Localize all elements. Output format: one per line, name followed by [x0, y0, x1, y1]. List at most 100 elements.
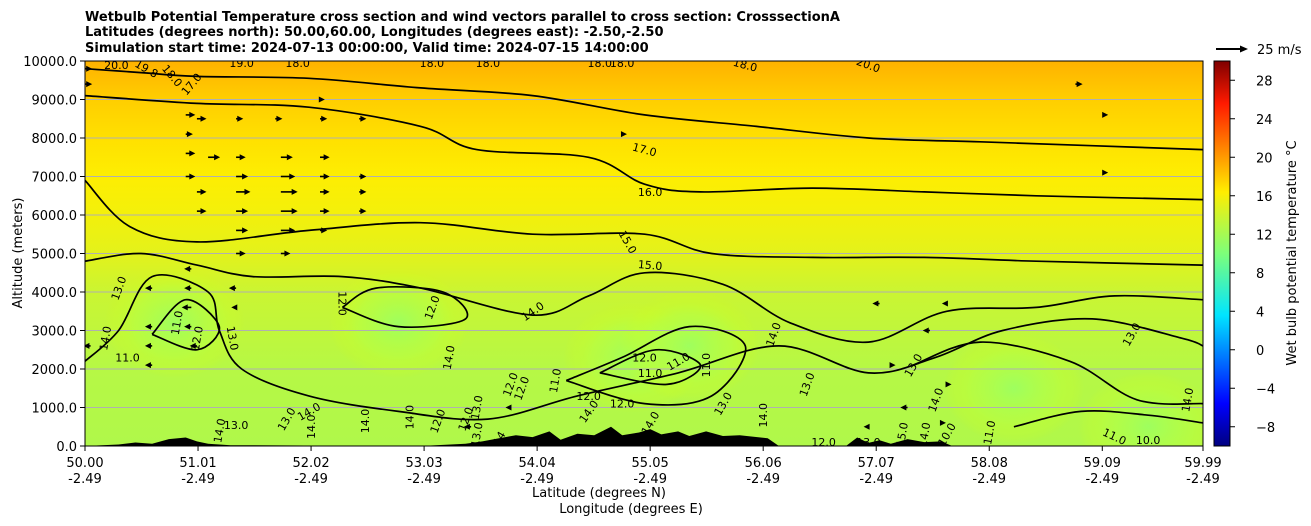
x-tick-label-lat: 56.06 — [745, 456, 782, 471]
x-axis-label-longitude: Longitude (degrees E) — [559, 502, 703, 517]
contour-label: 14.0 — [757, 403, 770, 428]
chart-title-line-2: Latitudes (degrees north): 50.00,60.00, … — [85, 25, 664, 40]
x-tick-label-lon: -2.49 — [294, 472, 328, 487]
cool-pocket — [619, 290, 760, 401]
x-tick-label-lon: -2.49 — [68, 472, 102, 487]
x-tick-label-lon: -2.49 — [1186, 472, 1220, 487]
contour-label: 15.0 — [637, 258, 663, 273]
contour-label: 20.0 — [104, 59, 129, 72]
contour-label: 11.0 — [638, 367, 663, 380]
contour-label: 13.0 — [469, 421, 486, 447]
x-tick-label-lon: -2.49 — [859, 472, 893, 487]
wind-vector — [280, 208, 298, 215]
y-axis-ticks: 0.0 1000.0 2000.0 3000.0 4000.0 5000.0 6000.0 7… — [23, 55, 85, 455]
wind-vector — [320, 154, 330, 161]
wind-vector — [463, 423, 472, 430]
colorbar-tick-label: 20 — [1256, 151, 1273, 166]
wind-key: 25 m/s — [1216, 43, 1302, 58]
wind-key-arrow-head — [1240, 45, 1248, 53]
contour-label: 18.0 — [588, 57, 613, 70]
x-tick-label-lat: 59.99 — [1184, 456, 1221, 471]
wind-vector — [208, 154, 221, 161]
wind-vector — [85, 342, 91, 349]
y-tick-label: 6000.0 — [32, 209, 78, 224]
contour-label: 18.0 — [476, 57, 501, 70]
plot-area: 20.0 19.818.017.019.0 18.0 18.0 18.0 18.018.0… — [85, 57, 1203, 447]
wind-vector — [620, 131, 627, 138]
x-tick-label-lat: 58.08 — [971, 456, 1008, 471]
x-tick-label-lat: 51.01 — [179, 456, 216, 471]
contour-label: 14.0 — [1179, 387, 1196, 413]
wind-vector — [505, 404, 512, 411]
contour-line-16.0 — [85, 94, 1203, 201]
contour-label: 16.0 — [638, 186, 663, 199]
wind-vector — [275, 115, 283, 122]
x-tick-label-lon: -2.49 — [181, 472, 215, 487]
y-tick-label: 7000.0 — [32, 171, 78, 186]
wind-vector — [236, 115, 244, 122]
wind-vector — [185, 150, 196, 157]
contour-label: 12.0 — [632, 351, 657, 364]
wind-vector — [280, 188, 298, 195]
contour-line-17.0 — [85, 67, 1203, 151]
wind-vector — [185, 173, 196, 180]
wind-vector — [320, 173, 330, 180]
wind-vector — [1075, 81, 1083, 88]
contour-label: 17.0 — [631, 141, 658, 160]
contour-label: 12.0 — [189, 325, 206, 351]
cool-pocket — [328, 267, 469, 378]
colorbar-tick-label: 28 — [1256, 74, 1273, 89]
x-tick-label-lon: -2.49 — [972, 472, 1006, 487]
contour-label: 11.0 — [547, 367, 564, 393]
x-tick-label-lon: -2.49 — [407, 472, 441, 487]
contour-label: 13.0 — [469, 394, 486, 420]
y-axis-label: Altitude (meters) — [11, 198, 26, 309]
wind-vector — [236, 154, 246, 161]
contour-line-11.0 — [151, 298, 221, 351]
wind-vector — [85, 65, 93, 72]
colorbar-tick-label: −8 — [1256, 421, 1275, 436]
contour-label: 15.0 — [894, 421, 911, 447]
y-tick-label: 4000.0 — [32, 286, 78, 301]
contour-label: 11.0 — [981, 419, 998, 445]
contour-label: 14.0 — [404, 405, 417, 430]
wind-vector — [196, 188, 207, 195]
wind-vector — [85, 81, 93, 88]
contour-label: 14.0 — [916, 421, 933, 447]
terrain-silhouette — [85, 426, 1203, 446]
y-tick-label: 9000.0 — [32, 94, 78, 109]
wind-vector — [144, 285, 153, 292]
x-tick-label-lon: -2.49 — [1085, 472, 1119, 487]
wind-vector — [320, 115, 328, 122]
wind-vector — [280, 250, 291, 257]
contour-label: 14.0 — [359, 409, 372, 434]
cool-pocket — [1078, 371, 1203, 446]
contour-label: 11.0 — [169, 310, 186, 336]
wind-vector — [280, 154, 293, 161]
chart-title-line-1: Wetbulb Potential Temperature cross sect… — [85, 10, 840, 25]
contour-line-11.0 — [1013, 410, 1203, 428]
x-tick-label-lon: -2.49 — [746, 472, 780, 487]
wind-vector — [280, 173, 296, 180]
y-tick-label: 5000.0 — [32, 248, 78, 263]
contour-line-15.0 — [85, 179, 1203, 266]
colorbar — [1213, 60, 1231, 447]
contour-label: 12.0 — [335, 291, 348, 316]
wind-vectors — [85, 65, 1109, 430]
wind-vector — [359, 173, 367, 180]
y-tick-label: 8000.0 — [32, 132, 78, 147]
x-axis-label-latitude: Latitude (degrees N) — [532, 486, 666, 501]
wind-vector — [900, 404, 908, 411]
wind-vector — [181, 304, 192, 311]
contour-label: 12.0 — [610, 398, 635, 411]
wind-vector — [144, 323, 153, 330]
y-tick-label: 3000.0 — [32, 325, 78, 340]
wind-vector — [318, 96, 325, 103]
wind-vector — [359, 208, 367, 215]
x-tick-label-lat: 53.03 — [405, 456, 442, 471]
wind-vector — [185, 131, 193, 138]
cool-pocket — [943, 333, 1084, 444]
y-tick-label: 0.0 — [56, 440, 77, 455]
x-tick-label-lat: 55.05 — [632, 456, 669, 471]
